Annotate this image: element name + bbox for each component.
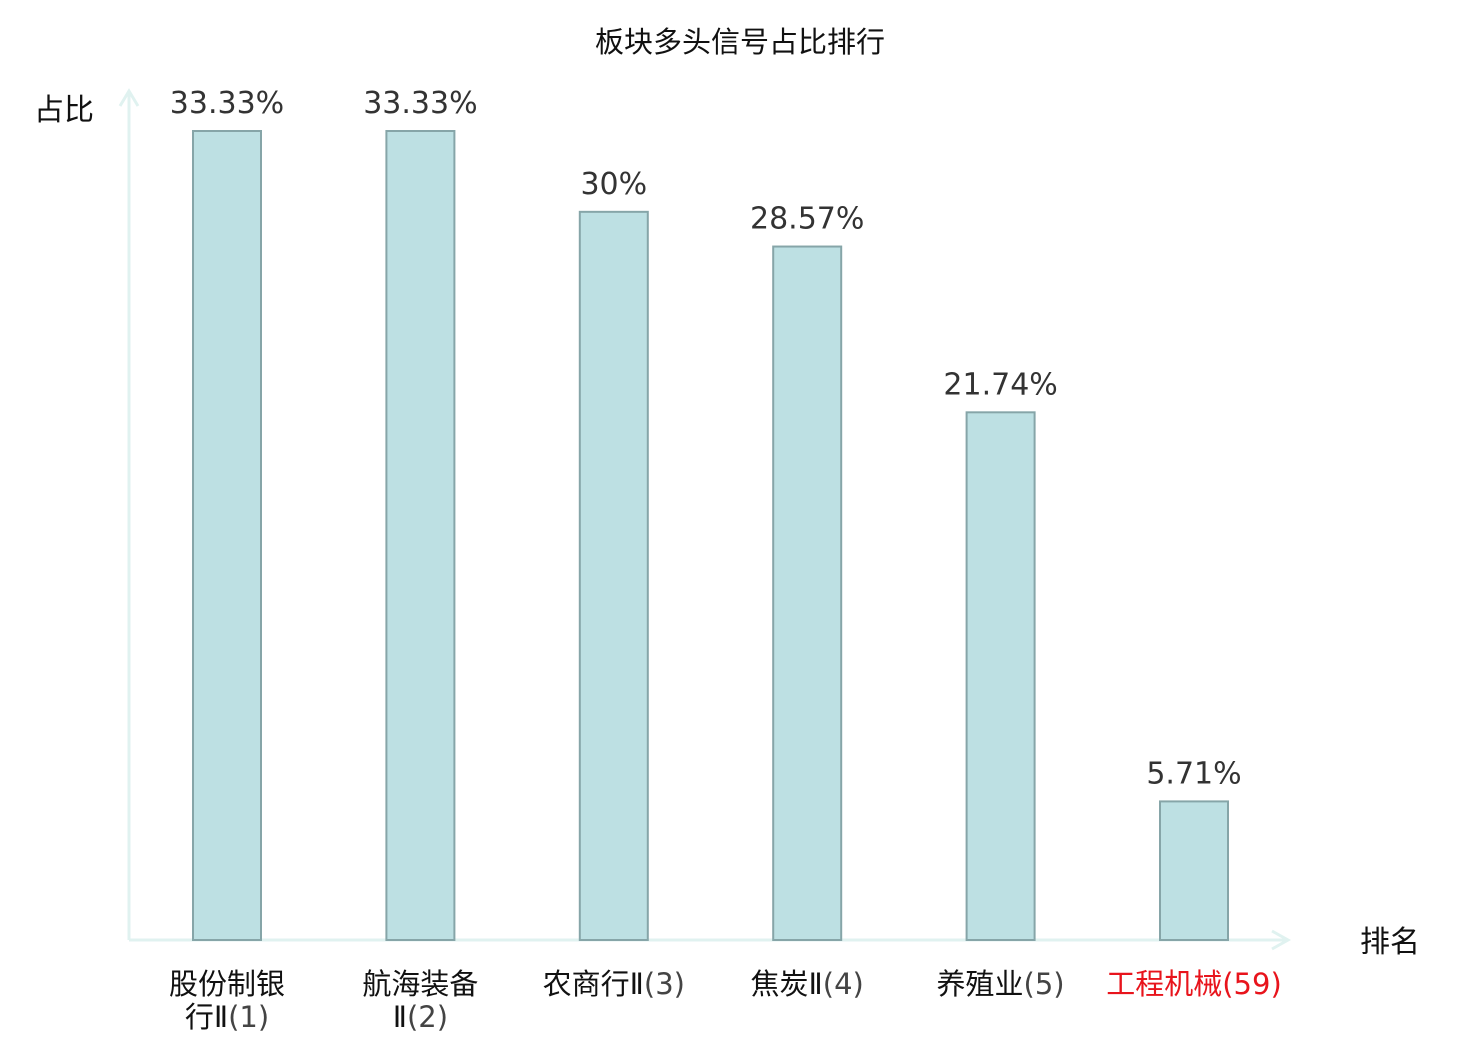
y-axis-arrow (118, 88, 140, 107)
bar-value-label: 30% (580, 167, 647, 202)
y-axis-label: 占比 (34, 93, 94, 128)
category-label: 农商行Ⅱ(3) (543, 967, 685, 1001)
value-labels: 33.33% 33.33% 30% 28.57% 21.74% 5.71% (170, 86, 1242, 791)
bar (385, 130, 456, 941)
category-label: Ⅱ(2) (393, 1000, 448, 1034)
category-name: 工程机械 (1106, 967, 1222, 1001)
category-name: 焦炭Ⅱ (751, 967, 823, 1001)
bar (965, 411, 1036, 941)
category-rank: (59) (1222, 967, 1282, 1001)
category-label: 养殖业(5) (937, 967, 1065, 1001)
bar (1159, 800, 1229, 941)
bar-value-label: 5.71% (1146, 756, 1241, 791)
chart-title: 板块多头信号占比排行 (595, 25, 885, 59)
category-label: 焦炭Ⅱ(4) (751, 967, 864, 1001)
category-label: 工程机械(59) (1106, 967, 1282, 1001)
bar (772, 245, 843, 942)
category-name: 航海装备 (362, 967, 478, 1001)
x-axis-label: 排名 (1360, 925, 1420, 960)
category-name: 行Ⅱ (185, 1000, 228, 1034)
bar-value-label: 33.33% (363, 86, 477, 121)
category-label: 航海装备 (362, 967, 478, 1001)
x-axis-arrow (1271, 929, 1292, 951)
y-axis (118, 88, 140, 940)
category-label: 行Ⅱ(1) (185, 1000, 269, 1034)
category-name: Ⅱ (393, 1000, 407, 1034)
category-label: 股份制银 (169, 967, 285, 1001)
category-rank: (1) (228, 1000, 269, 1034)
bar-value-label: 33.33% (170, 86, 284, 121)
bar-value-label: 21.74% (943, 367, 1057, 402)
bar (192, 130, 262, 941)
bar (578, 210, 649, 941)
category-rank: (5) (1024, 967, 1065, 1001)
category-name: 养殖业 (937, 967, 1024, 1001)
category-name: 农商行Ⅱ (543, 967, 644, 1001)
bar-series (192, 130, 1229, 942)
category-rank: (4) (823, 967, 864, 1001)
bar-value-label: 28.57% (750, 202, 864, 237)
category-name: 股份制银 (169, 967, 285, 1001)
category-rank: (2) (407, 1000, 448, 1034)
x-axis (129, 929, 1292, 951)
category-rank: (3) (644, 967, 685, 1001)
